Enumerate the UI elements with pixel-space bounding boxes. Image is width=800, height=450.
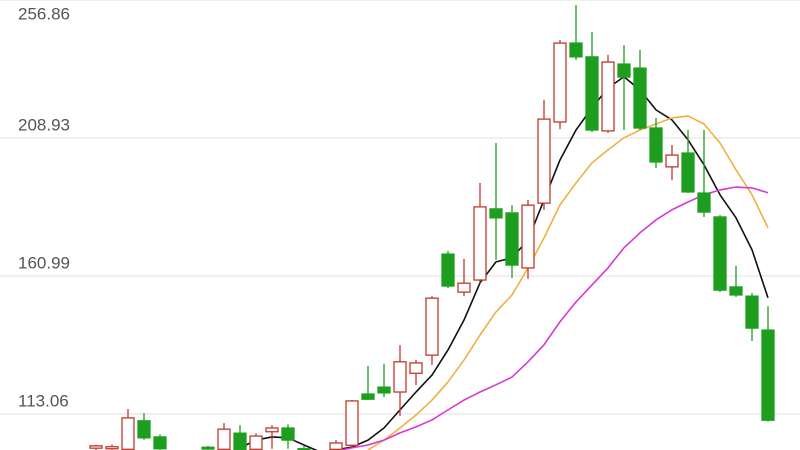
candle-body <box>121 417 135 450</box>
candle-body <box>601 61 615 132</box>
candle-body <box>249 435 263 450</box>
candle-body <box>233 432 247 450</box>
candle-body <box>537 118 551 204</box>
y-tick-label: 160.99 <box>18 254 70 273</box>
candle-body <box>665 154 679 168</box>
candle-body <box>153 436 167 450</box>
candle-body <box>329 442 343 450</box>
candle-body <box>569 42 583 58</box>
candle-body <box>265 427 279 433</box>
candle-body <box>473 206 487 281</box>
moving-averages <box>239 75 769 450</box>
candle-body <box>745 295 759 329</box>
candle-body <box>345 400 359 446</box>
moving-average-line <box>239 75 769 450</box>
candle-body <box>201 446 215 450</box>
candle-body <box>409 362 423 374</box>
candle-body <box>649 127 663 163</box>
y-tick-label: 113.06 <box>18 391 69 410</box>
candle-body <box>505 212 519 266</box>
candle-body <box>441 253 455 287</box>
candle-body <box>281 427 295 441</box>
candle-body <box>137 420 151 439</box>
candle-body <box>585 56 599 131</box>
candle-body <box>425 297 439 356</box>
candle-body <box>489 208 503 219</box>
candle-body <box>617 63 631 78</box>
candle-body <box>713 216 727 291</box>
y-tick-label: 256.86 <box>18 4 70 23</box>
candle-body <box>217 428 231 450</box>
candle-body <box>393 361 407 393</box>
candle-body <box>729 286 743 296</box>
candle-body <box>761 329 775 421</box>
candle-body <box>553 42 567 123</box>
candle-body <box>361 393 375 400</box>
moving-average-line <box>337 186 769 450</box>
candle-body <box>457 282 471 293</box>
candles <box>89 5 775 450</box>
candle-body <box>697 192 711 213</box>
y-axis-labels: 256.86 208.93 160.99 113.06 <box>18 4 70 410</box>
candle-body <box>89 445 103 449</box>
candle-body <box>681 152 695 193</box>
candle-body <box>521 204 535 269</box>
y-tick-label: 208.93 <box>18 115 70 134</box>
candle-body <box>633 67 647 129</box>
candle-body <box>105 446 119 450</box>
candle-body <box>377 386 391 394</box>
moving-average-line <box>367 115 769 450</box>
